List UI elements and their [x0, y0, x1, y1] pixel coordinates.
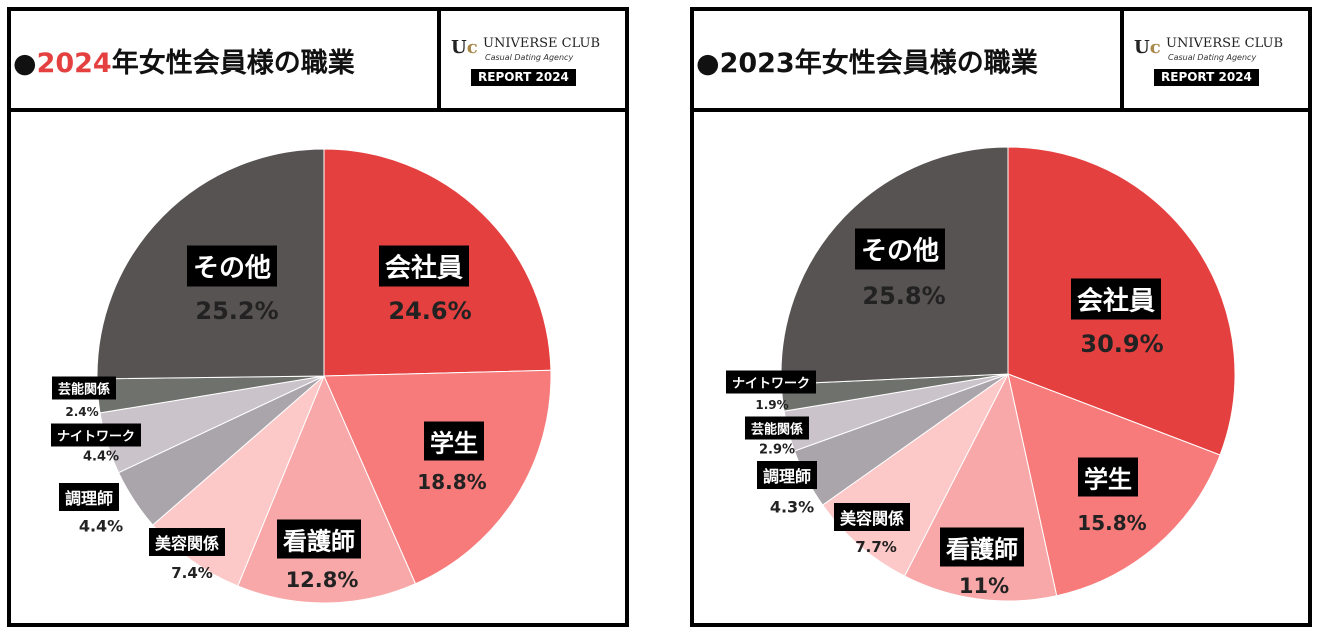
chart-header: ●2023年女性会員様の職業 Uc UNIVERSE CLUB Casual Dat… [694, 11, 1308, 112]
slice-label: 芸能関係 [744, 416, 810, 440]
slice-label: ナイトワーク [725, 370, 817, 394]
slice-label: 芸能関係 [51, 376, 117, 400]
slice-value-label: 30.9% [1080, 330, 1164, 358]
chart-panel-2024: ●2024年女性会員様の職業 Uc UNIVERSE CLUB Casual Dat… [7, 7, 629, 627]
logo-tagline: Casual Dating Agency [485, 53, 574, 62]
slice-value-label: 18.8% [417, 470, 487, 494]
bullet: ● [696, 48, 720, 79]
chart-header: ●2024年女性会員様の職業 Uc UNIVERSE CLUB Casual Dat… [11, 11, 625, 112]
slice-label: ナイトワーク [50, 423, 142, 447]
bullet: ● [13, 48, 37, 79]
slice-value-label: 2.9% [758, 442, 796, 458]
logo-name: UNIVERSE CLUB [483, 36, 601, 51]
title-text: 年女性会員様の職業 [794, 48, 1038, 79]
report-badge: REPORT 2024 [1154, 69, 1259, 86]
title-year: 2023 [719, 48, 795, 79]
uc-logo-mark-icon: Uc [1134, 37, 1161, 58]
slice-value-label: 4.4% [82, 449, 120, 465]
chart-panel-2023: ●2023年女性会員様の職業 Uc UNIVERSE CLUB Casual Dat… [690, 7, 1312, 627]
logo-name: UNIVERSE CLUB [1166, 36, 1284, 51]
universe-club-logo: Uc UNIVERSE CLUB Casual Dating Agency REPOR… [437, 11, 625, 108]
slice-value-label: 15.8% [1077, 511, 1147, 535]
uc-logo-mark-icon: Uc [451, 37, 478, 58]
slice-label: 会社員 [378, 245, 470, 287]
slice-label: 美容関係 [833, 503, 911, 531]
report-badge: REPORT 2024 [471, 69, 576, 86]
slice-value-label: 25.8% [862, 282, 946, 310]
slice-label: その他 [854, 228, 946, 270]
logo-tagline: Casual Dating Agency [1168, 53, 1257, 62]
slice-label: 学生 [1078, 457, 1138, 497]
slice-value-label: 12.8% [285, 568, 359, 592]
slice-label: 調理師 [58, 483, 120, 511]
slice-value-label: 4.3% [769, 497, 815, 517]
slice-value-label: 11% [958, 574, 1010, 598]
slice-value-label: 1.9% [755, 398, 789, 412]
pie-slice-1 [323, 369, 552, 585]
slice-label: その他 [186, 245, 278, 287]
slice-label: 学生 [424, 421, 484, 461]
slice-label: 調理師 [756, 461, 818, 489]
slice-value-label: 25.2% [195, 297, 279, 325]
title-text: 年女性会員様の職業 [111, 48, 355, 79]
chart-title: ●2023年女性会員様の職業 [696, 41, 1038, 80]
slice-label: 看護師 [277, 519, 361, 559]
slice-value-label: 7.4% [171, 564, 213, 582]
slice-label: 会社員 [1070, 278, 1162, 320]
slice-label: 看護師 [940, 527, 1024, 567]
slice-value-label: 4.4% [78, 516, 124, 536]
title-year: 2024 [36, 48, 112, 79]
slice-value-label: 7.7% [855, 538, 897, 556]
slice-value-label: 24.6% [388, 297, 472, 325]
slice-label: 美容関係 [148, 528, 226, 556]
slice-value-label: 2.4% [65, 405, 99, 419]
chart-title: ●2024年女性会員様の職業 [13, 41, 355, 80]
universe-club-logo: Uc UNIVERSE CLUB Casual Dating Agency REPOR… [1120, 11, 1308, 108]
